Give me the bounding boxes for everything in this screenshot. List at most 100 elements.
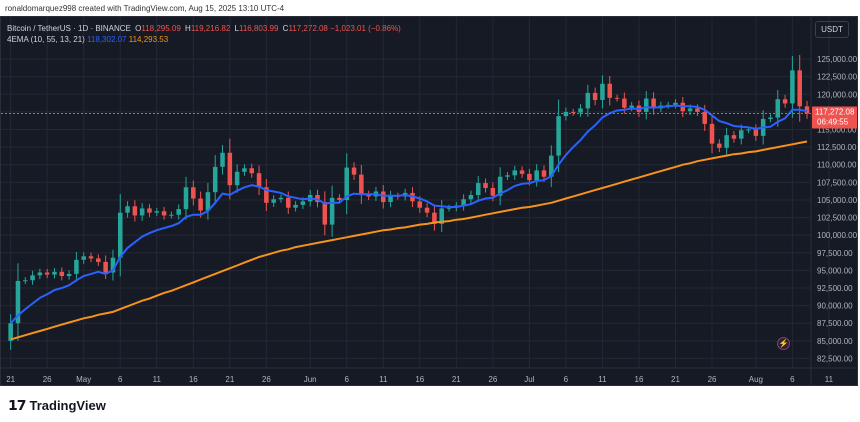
candle-body	[183, 187, 189, 210]
candlestick-chart[interactable]: 82,500.00 85,000.00 87,500.00 90,000.00 92,5…	[1, 17, 857, 385]
candle-body	[687, 108, 693, 112]
x-tick-label: May	[76, 375, 91, 384]
candle-body	[88, 256, 94, 259]
candle-body	[227, 152, 233, 186]
indicator-label: 4EMA (10, 55, 13, 21)	[7, 35, 85, 44]
lightning-icon[interactable]: ⚡	[777, 337, 790, 350]
x-tick-label: Jun	[304, 375, 317, 384]
candle-body	[147, 208, 152, 213]
candle-body	[103, 261, 108, 273]
y-tick-label: 97,500.00	[817, 249, 853, 258]
candle-body	[8, 323, 13, 341]
candle-body	[585, 92, 591, 109]
candle-body	[74, 259, 79, 274]
y-tick-label: 112,500.00	[817, 143, 857, 152]
x-tick-label: 6	[344, 375, 349, 384]
x-tick-label: 11	[153, 375, 162, 384]
candle-body	[709, 123, 715, 144]
ema-fast-line	[9, 104, 808, 324]
candle-body	[351, 167, 357, 175]
x-tick-label: Aug	[749, 375, 763, 384]
candle-body	[417, 201, 423, 208]
y-tick-label: 95,000.00	[817, 266, 853, 275]
candle-body	[337, 197, 342, 200]
candle-body	[52, 271, 57, 275]
candle-body	[753, 129, 759, 136]
candle-body	[380, 191, 386, 203]
x-tick-label: 11	[825, 375, 834, 384]
x-tick-label: 16	[415, 375, 424, 384]
candle-body	[322, 202, 328, 225]
candle-body	[804, 106, 810, 114]
candle-body	[117, 212, 123, 258]
candle-body	[512, 170, 518, 176]
x-tick-label: 6	[118, 375, 123, 384]
y-tick-label: 110,000.00	[817, 161, 857, 170]
candle-body	[439, 208, 444, 224]
candle-body	[527, 173, 532, 181]
y-tick-label: 120,000.00	[817, 90, 857, 99]
close-value: 117,272.08	[288, 24, 328, 33]
candle-body	[570, 111, 576, 113]
candle-body	[563, 111, 569, 117]
candle-body	[534, 170, 539, 181]
candle-body	[629, 105, 634, 108]
candle-body	[66, 273, 72, 277]
candle-body	[278, 197, 284, 200]
x-tick-label: 6	[564, 375, 569, 384]
candle-body	[717, 143, 722, 148]
candle-body	[432, 212, 437, 224]
close-label: C	[282, 24, 289, 33]
x-tick-label: 26	[488, 375, 497, 384]
currency-button[interactable]: USDT	[815, 21, 849, 38]
candle-body	[154, 211, 160, 213]
y-tick-label: 87,500.00	[817, 319, 853, 328]
candle-body	[366, 194, 371, 197]
x-tick-label: 26	[43, 375, 52, 384]
candle-body	[132, 206, 138, 216]
x-tick-label: 21	[225, 375, 234, 384]
candle-body	[600, 83, 605, 100]
candle-body	[556, 116, 561, 156]
candle-body	[468, 195, 474, 200]
candle-body	[110, 257, 116, 273]
candle-body	[271, 199, 276, 203]
y-tick-label: 85,000.00	[817, 337, 853, 346]
candle-body	[359, 174, 364, 195]
candle-body	[37, 272, 43, 276]
candle-body	[388, 195, 393, 203]
candle-body	[541, 170, 547, 177]
candle-body	[797, 70, 802, 107]
candle-body	[731, 135, 737, 139]
candle-body	[607, 83, 613, 98]
candle-body	[505, 175, 510, 177]
candle-body	[81, 256, 86, 260]
candle-body	[176, 209, 181, 215]
x-tick-label: 26	[708, 375, 717, 384]
ema-fast-value: 118,302.07	[87, 35, 127, 44]
ema-slow-line	[10, 140, 808, 341]
candle-body	[475, 183, 481, 196]
candle-body	[249, 168, 255, 174]
chart-panel[interactable]: 82,500.00 85,000.00 87,500.00 90,000.00 92,5…	[0, 16, 858, 386]
candle-body	[23, 280, 28, 282]
y-tick-label: 82,500.00	[817, 354, 853, 363]
price-tag	[812, 106, 857, 129]
ohlc-line: Bitcoin / TetherUS · 1D · BINANCE O118,2…	[7, 23, 401, 34]
candle-body	[264, 187, 269, 203]
x-tick-label: 16	[189, 375, 198, 384]
indicator-line: 4EMA (10, 55, 13, 21) 118,302.07 114,293…	[7, 34, 401, 45]
price-tag-value: 117,272.08	[815, 108, 855, 117]
y-tick-label: 107,500.00	[817, 178, 857, 187]
low-value: 116,803.99	[238, 24, 279, 33]
x-tick-label: 11	[379, 375, 388, 384]
candle-body	[256, 173, 262, 188]
candle-body	[695, 108, 700, 112]
candle-body	[592, 92, 598, 100]
y-tick-label: 125,000.00	[817, 55, 857, 64]
x-tick-label: 6	[790, 375, 795, 384]
candle-body	[446, 207, 452, 209]
candle-body	[234, 171, 240, 186]
candle-body	[329, 197, 335, 225]
candle-body	[125, 206, 130, 213]
